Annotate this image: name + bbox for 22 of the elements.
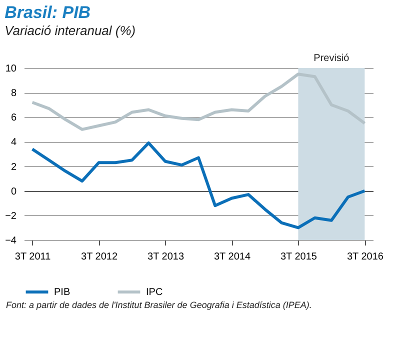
x-tick-label: 3T 2016 [346, 252, 384, 262]
chart-title: Brasil: PIB [4, 3, 91, 22]
legend-label: IPC [146, 287, 163, 298]
x-tick-label: 3T 2013 [148, 252, 184, 262]
y-tick-label: 8 [10, 88, 17, 100]
y-tick-label: 6 [10, 112, 17, 124]
x-tick-label: 3T 2011 [14, 252, 52, 262]
text: Font: a partir de dades de l'Institut Brasiler de Geografia i Estadística (IPEA). [6, 300, 313, 310]
y-tick-label: 4 [10, 137, 17, 148]
y-tick-label: −4 [5, 236, 17, 246]
x-tick-label: 3T 2012 [81, 252, 118, 262]
chart-subtitle: Variació interanual (%) [4, 23, 136, 38]
x-tick-label: 3T 2015 [280, 252, 318, 262]
legend-label: PIB [54, 287, 70, 298]
band-label: Previsió [314, 53, 350, 64]
y-tick-label: 0 [10, 186, 17, 198]
line-series [30, 72, 366, 131]
line-series [30, 141, 366, 230]
x-tick-label: 3T 2014 [214, 252, 251, 262]
y-tick-label: 2 [10, 162, 17, 173]
y-tick-label: −2 [5, 210, 17, 222]
y-tick-label: 10 [5, 64, 17, 74]
